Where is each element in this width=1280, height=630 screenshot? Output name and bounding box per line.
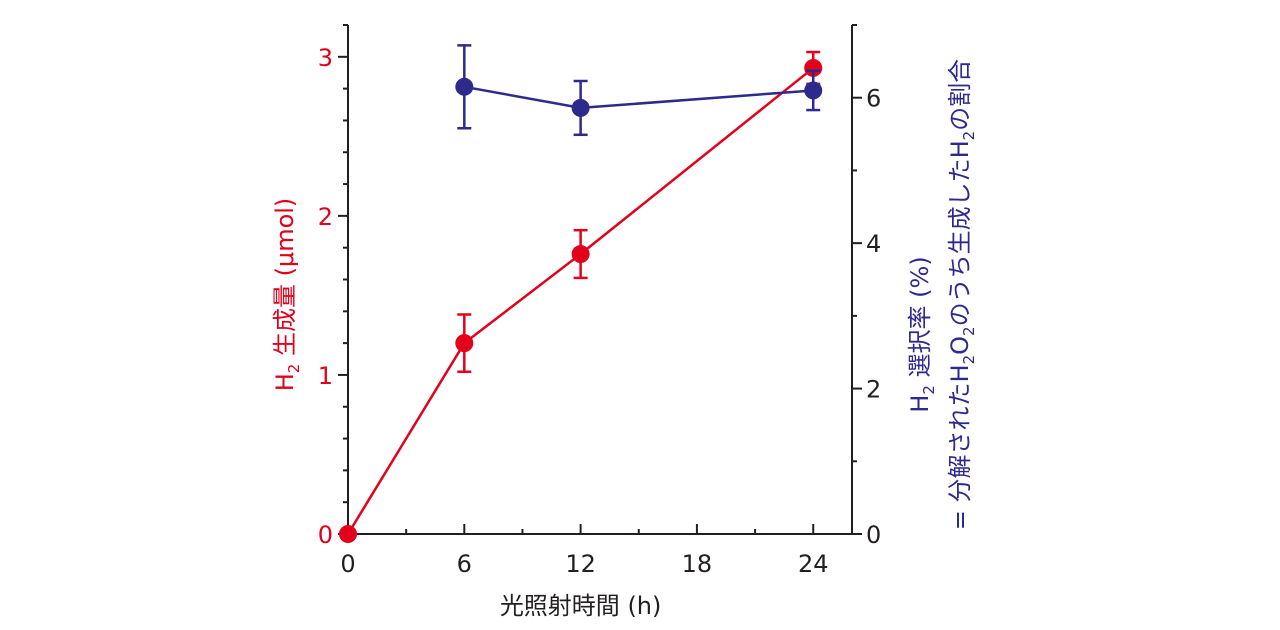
series-h2-selectivity (455, 44, 823, 137)
left-tick-label: 2 (318, 203, 333, 231)
right-tick-label: 6 (866, 85, 881, 113)
x-tick-label: 0 (340, 550, 355, 578)
right-axis-title-line1: H2 選択率 (%) (906, 256, 938, 412)
right-axis-title-line2: = 分解されたH2O2のうち生成したH2の割合 (946, 59, 978, 530)
left-tick-label: 1 (318, 362, 333, 390)
data-point (571, 245, 590, 264)
x-tick-label: 18 (682, 550, 713, 578)
left-tick-label: 0 (318, 521, 333, 549)
x-tick-label: 24 (798, 550, 829, 578)
x-tick-label: 6 (457, 550, 472, 578)
right-tick-label: 2 (866, 376, 881, 404)
data-point (804, 58, 823, 77)
series-line (464, 85, 814, 110)
right-tick-label: 0 (866, 521, 881, 549)
data-point (455, 77, 474, 96)
x-tick-label: 12 (565, 550, 596, 578)
data-point (339, 525, 357, 543)
data-point (455, 334, 474, 353)
axes (338, 24, 862, 535)
left-tick-label: 3 (318, 44, 333, 72)
right-tick-label: 4 (866, 230, 881, 258)
x-axis-label: 光照射時間 (h) (500, 592, 662, 620)
data-point (571, 98, 590, 117)
data-point (804, 81, 823, 100)
series-line (346, 66, 815, 535)
left-axis-title: H2 生成量 (μmol) (271, 198, 303, 392)
series-layer (339, 44, 823, 543)
